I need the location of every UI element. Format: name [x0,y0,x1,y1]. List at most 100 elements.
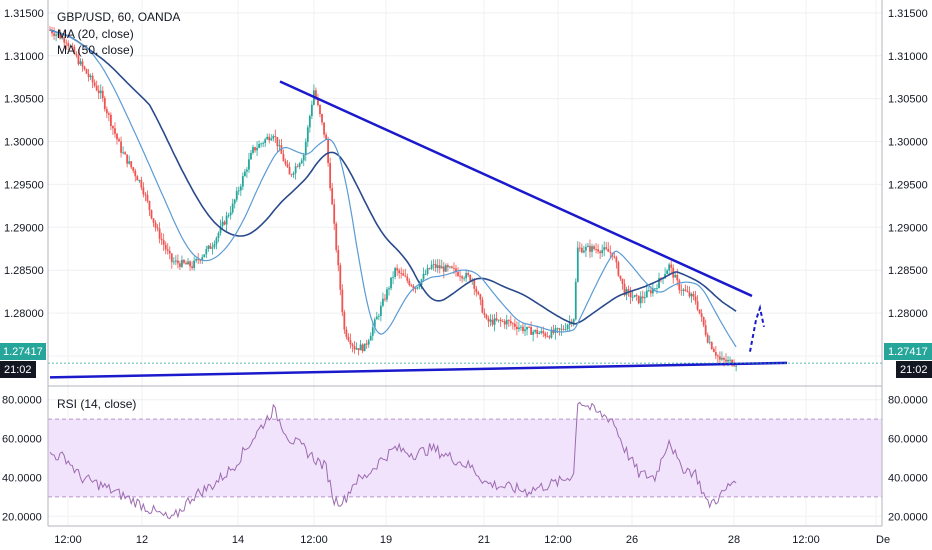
candle-body [576,247,579,282]
candle-body [132,167,135,171]
candle-body [668,264,671,271]
left-price-tick: 1.28000 [4,308,44,320]
candle-body [365,343,368,345]
time-tick: 14 [232,534,244,546]
candle-body [735,365,738,367]
candle-body [692,293,695,297]
candle-body [449,266,451,268]
candle-body [187,261,189,265]
right-countdown: 21:02 [900,364,928,376]
candle-body [505,320,508,325]
candle-body [290,174,293,176]
candle-body [170,253,173,263]
candle-body [371,327,374,336]
candle-body [572,319,575,324]
candle-body [408,280,411,285]
time-tick: 12:00 [792,534,820,546]
time-tick: 19 [380,534,392,546]
candle-body [524,329,526,332]
axes[interactable]: 1.31500 1.31500 1.31000 1.31000 1.30500 1.305… [2,8,928,546]
candle-body [438,265,441,269]
candle-body [197,259,200,261]
candle-body [546,336,549,337]
candle-body [292,173,295,175]
candle-body [63,37,66,43]
candle-body [633,295,636,298]
candle-body [136,176,139,181]
candle-body [729,359,731,361]
time-tick: 28 [728,534,740,546]
candle-body [51,30,53,34]
candle-body [727,360,729,362]
candle-body [367,340,370,345]
candle-body [566,324,569,330]
candle-body [361,344,364,352]
candle-body [386,289,388,300]
candle-body [731,359,733,366]
candle-body [489,319,492,322]
candle-body [721,358,723,360]
candle-body [619,275,622,279]
candle-body [95,85,98,91]
candle-body [708,342,711,344]
candle-body [126,154,129,164]
candle-body [530,327,533,335]
candle-body [645,290,648,298]
candle-body [428,268,431,269]
candle-body [593,246,595,250]
candle-body [69,45,72,47]
candle-body [343,312,346,330]
candle-body [142,187,145,195]
lower-trendline[interactable] [49,361,788,379]
candle-body [150,210,153,219]
candle-body [337,249,340,266]
right-countdown-bg [896,361,932,378]
candle-body [138,180,141,181]
ma50-legend[interactable]: MA (50, close) [57,43,134,57]
candle-body [351,344,354,346]
candle-body [166,249,169,251]
candle-body [544,333,547,337]
candle-body [286,164,289,168]
candle-body [315,90,317,99]
candle-body [457,272,459,276]
right-price-tick: 1.30500 [888,94,928,106]
candle-body [266,136,269,140]
time-tick: 26 [626,534,638,546]
candle-body [463,278,466,280]
candle-body [477,292,480,295]
candle-body [310,104,313,117]
candle-body [107,113,110,115]
candle-body [209,245,212,249]
candle-body [684,289,687,291]
candle-body [670,264,673,268]
right-price-tick: 1.28500 [888,265,928,277]
ma20-legend[interactable]: MA (20, close) [57,27,134,41]
candle-body [89,75,92,78]
candle-body [57,33,60,35]
rsi-legend[interactable]: RSI (14, close) [57,397,136,411]
candle-body [317,98,319,106]
candle-body [379,305,382,316]
candle-body [487,318,490,322]
candle-body [323,122,325,135]
candle-body [503,321,506,325]
candle-body [154,222,157,228]
candle-body [191,266,193,268]
legend[interactable]: GBP/USD, 60, OANDA MA (20, close) MA (50… [57,10,180,411]
right-rsi-tick: 60.0000 [888,434,928,446]
candle-body [534,329,537,332]
rsi-line [49,401,737,520]
candle-body [369,335,372,341]
upper-trendline[interactable] [279,80,753,298]
candle-body [217,232,220,238]
candle-body [110,114,112,127]
candle-body [258,144,260,148]
candle-body [227,215,230,217]
candlestick-series [49,26,738,372]
right-price-tick: 1.29000 [888,222,928,234]
candle-body [422,274,425,280]
left-price-tick: 1.29000 [4,222,44,234]
candle-body [615,257,618,263]
